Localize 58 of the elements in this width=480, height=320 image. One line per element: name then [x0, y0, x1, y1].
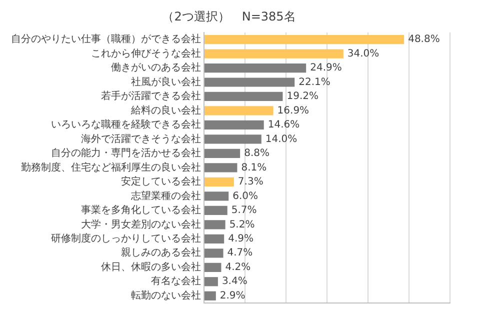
bar	[204, 78, 295, 87]
y-tick-label: 事業を多角化している会社	[81, 204, 201, 216]
y-tick-label: 社風が良い会社	[131, 76, 201, 88]
bar	[204, 248, 224, 258]
data-label: 22.1%	[298, 76, 330, 88]
y-tick-label: 転勤のない会社	[131, 289, 201, 302]
y-tick-label: これから伸びそうな会社	[91, 47, 201, 60]
bar	[204, 206, 228, 215]
y-tick-label: 給料の良い会社	[130, 104, 201, 116]
chart-title: （2つ選択） N=385名	[162, 9, 296, 24]
y-tick-label: 有名な会社	[151, 275, 201, 288]
data-label: 4.9%	[228, 234, 254, 245]
y-tick-label: 勤務制度、住宅など福利厚生の良い会社	[21, 161, 201, 174]
bar	[204, 49, 344, 58]
bar	[204, 220, 226, 230]
bar	[204, 177, 234, 186]
bar	[204, 163, 238, 172]
data-label: 34.0%	[347, 48, 380, 60]
bar	[204, 192, 229, 201]
y-tick-label: 自分の能力・専門を活かせる会社	[51, 147, 201, 160]
data-label: 3.4%	[222, 276, 248, 288]
bar	[204, 34, 404, 44]
y-tick-label: 安定している会社	[121, 176, 201, 188]
data-label: 16.9%	[277, 105, 310, 116]
data-label: 4.2%	[225, 262, 251, 273]
data-label: 5.7%	[231, 205, 257, 216]
bar	[204, 234, 224, 244]
y-tick-label: 大学・男女差別のない会社	[81, 218, 201, 230]
data-label: 14.0%	[265, 134, 298, 145]
data-label: 48.8%	[408, 34, 440, 46]
y-tick-label: 親しみのある会社	[121, 246, 201, 259]
data-label: 14.6%	[268, 120, 300, 131]
bar	[204, 120, 264, 130]
bar	[204, 277, 218, 286]
bar	[204, 148, 240, 158]
y-tick-label: 海外で活躍できそうな会社	[81, 132, 201, 145]
data-label: 24.9%	[310, 62, 342, 74]
bar	[204, 262, 222, 272]
data-label: 8.1%	[241, 162, 267, 174]
bar	[204, 134, 262, 144]
y-tick-label: 働きがいのある会社	[111, 62, 201, 74]
bar	[204, 92, 283, 102]
data-label: 19.2%	[286, 91, 318, 102]
y-tick-label: 若手が活躍できる会社	[101, 90, 201, 102]
y-tick-label: 休日、休暇の多い会社	[101, 260, 201, 273]
bar	[204, 106, 274, 116]
y-tick-label: 自分のやりたい仕事（職種）ができる会社	[11, 33, 201, 46]
bar	[204, 63, 306, 73]
bar	[204, 291, 216, 300]
data-label: 4.7%	[227, 248, 253, 259]
data-label: 6.0%	[232, 190, 258, 202]
y-tick-label: 志望業種の会社	[131, 190, 201, 202]
data-label: 5.2%	[229, 219, 255, 230]
y-tick-label: いろいろな職種を経験できる会社	[51, 118, 201, 131]
data-label: 2.9%	[220, 290, 246, 302]
data-label: 7.3%	[238, 176, 264, 188]
data-label: 8.8%	[244, 148, 270, 160]
y-tick-label: 研修制度のしっかりしている会社	[51, 232, 201, 245]
